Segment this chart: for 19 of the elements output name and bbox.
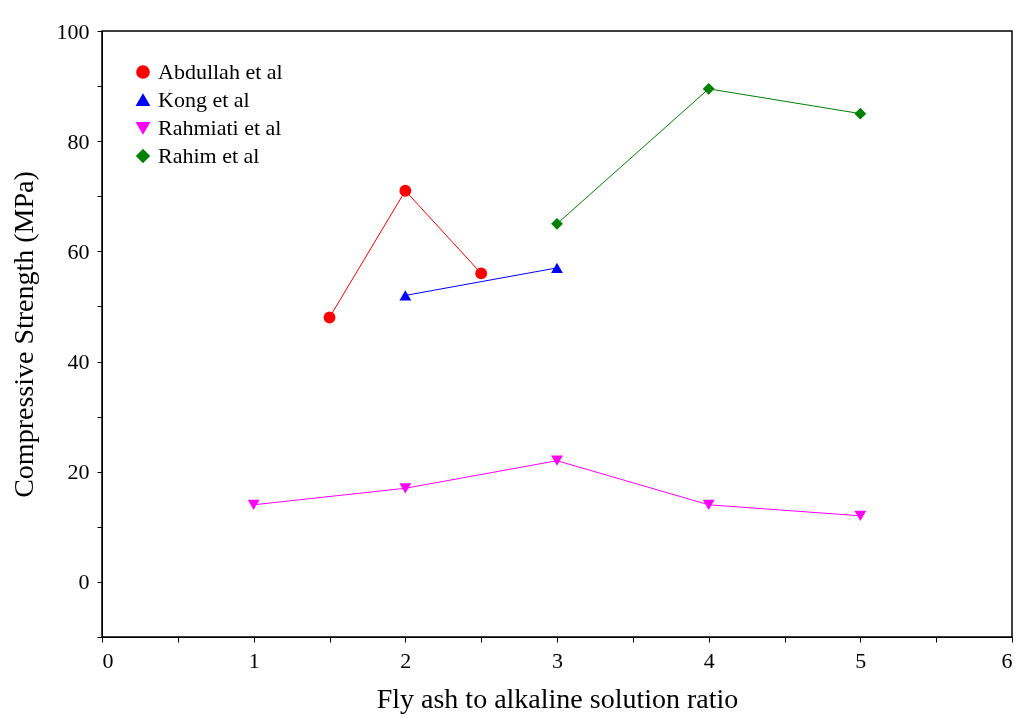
x-tick-label: 2	[400, 647, 412, 673]
y-tick-label: 60	[67, 238, 90, 264]
x-tick-label: 1	[248, 647, 260, 673]
legend-label: Abdullah et al	[158, 59, 283, 84]
y-tick-label: 80	[67, 128, 90, 154]
legend-label: Rahmiati et al	[158, 115, 282, 140]
x-axis-title: Fly ash to alkaline solution ratio	[376, 682, 739, 714]
y-tick-label: 100	[56, 18, 90, 44]
x-tick-label: 4	[703, 647, 715, 673]
y-tick-label: 0	[78, 569, 90, 595]
legend-label: Rahim et al	[158, 143, 260, 168]
legend-label: Kong et al	[158, 87, 250, 112]
y-tick-label: 40	[67, 349, 90, 375]
y-tick-label: 20	[67, 459, 90, 485]
y-axis-title: Compressive Strength (MPa)	[7, 171, 39, 498]
x-tick-label: 6	[1001, 647, 1013, 673]
x-tick-label: 3	[552, 647, 563, 673]
x-tick-label: 5	[855, 647, 867, 673]
x-tick-label: 0	[102, 647, 114, 673]
